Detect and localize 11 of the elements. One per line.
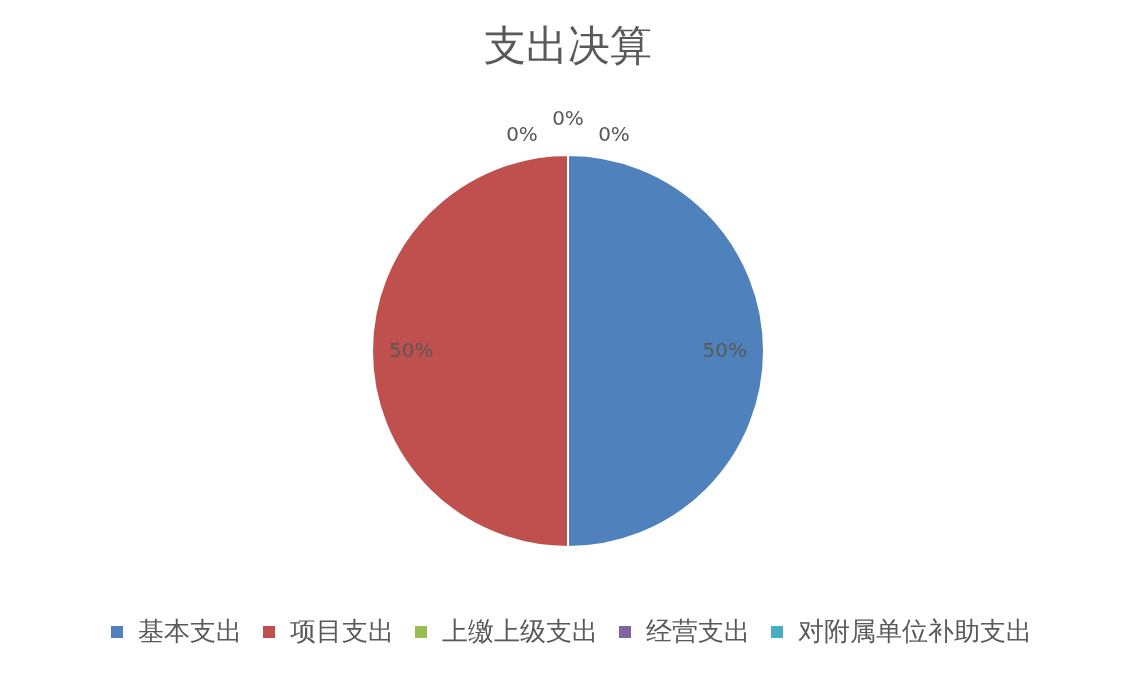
legend-label: 经营支出 (646, 616, 750, 646)
legend-label: 上缴上级支出 (442, 616, 598, 646)
legend-label: 对附属单位补助支出 (798, 616, 1032, 646)
chart-title: 支出决算 (484, 21, 652, 70)
text: 0% (552, 106, 584, 130)
text: 0% (598, 122, 630, 146)
data-label: 50% (388, 338, 434, 362)
data-label: 50% (702, 338, 748, 362)
text: 0% (506, 122, 538, 146)
legend-label: 项目支出 (290, 616, 394, 646)
legend-label: 基本支出 (138, 616, 242, 646)
